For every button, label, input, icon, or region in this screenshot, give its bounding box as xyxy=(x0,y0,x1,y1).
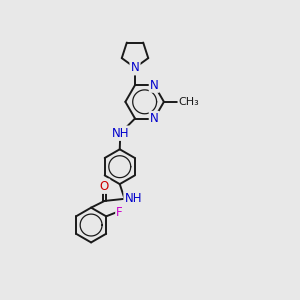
Text: CH₃: CH₃ xyxy=(178,97,200,107)
Text: F: F xyxy=(116,206,123,219)
Text: N: N xyxy=(150,79,159,92)
Text: NH: NH xyxy=(112,127,129,140)
Text: N: N xyxy=(130,61,140,74)
Text: NH: NH xyxy=(124,192,142,205)
Text: O: O xyxy=(100,180,109,193)
Text: N: N xyxy=(150,112,159,125)
